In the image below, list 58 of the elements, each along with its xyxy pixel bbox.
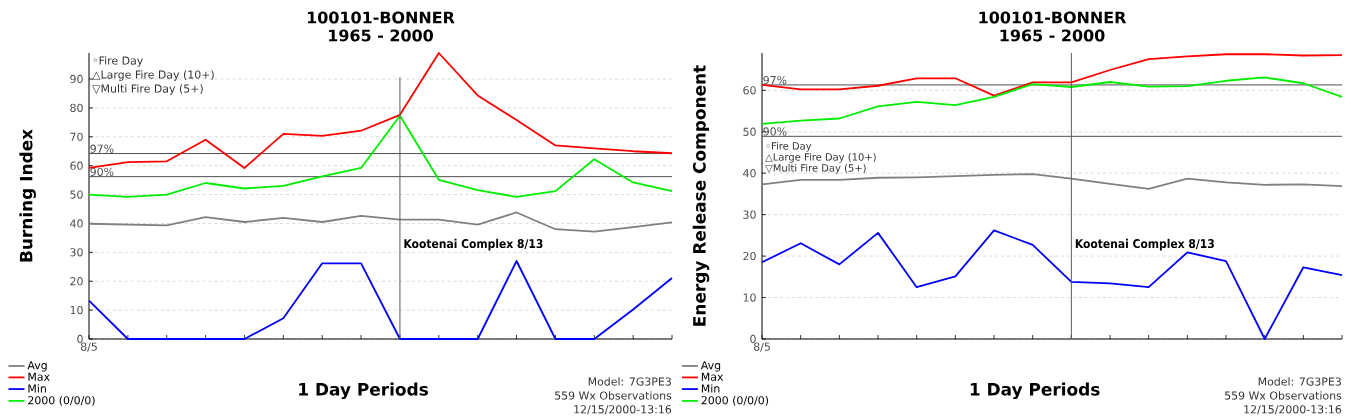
legend-label: 2000 (0/0/0) <box>701 395 769 406</box>
chart-subtitle: 1965 - 2000 <box>329 29 433 42</box>
y-tick-label: 60 <box>70 161 83 170</box>
line-series <box>761 53 1343 97</box>
legend-label: Max <box>28 372 50 381</box>
annotation: 90% <box>763 127 787 136</box>
y-tick-label: 50 <box>743 127 756 136</box>
y-tick-label: 0 <box>77 334 83 344</box>
x-axis-title: 1 Day Periods <box>970 382 1100 400</box>
text: 12/15/2000-13:16 <box>574 405 672 415</box>
line-series <box>761 173 1343 190</box>
chart-title: 100101-BONNER <box>307 11 455 24</box>
legend-label: Max <box>701 372 724 381</box>
x-tick-label: 8/5 <box>753 342 770 352</box>
text: 12/15/2000-13:16 <box>1244 405 1342 415</box>
annotation: 90% <box>90 167 114 176</box>
y-tick-label: 50 <box>70 190 83 199</box>
text: 559 Wx Observations <box>555 391 672 400</box>
annotation: ◦Fire Day <box>93 56 143 67</box>
line-series <box>88 52 673 169</box>
legend-label: Avg <box>27 361 47 372</box>
y-tick-label: 30 <box>70 248 83 257</box>
line-series <box>88 114 673 198</box>
annotation: ▽Multi Fire Day (5+) <box>765 163 866 174</box>
x-tick-label: 8/5 <box>80 342 97 352</box>
annotation: ▽Multi Fire Day (5+) <box>92 84 203 95</box>
annotation: Kootenai Complex 8/13 <box>404 238 543 251</box>
annotation: ◦Fire Day <box>766 141 812 152</box>
legend-label: Avg <box>700 361 721 372</box>
y-tick-label: 40 <box>70 219 83 228</box>
y-tick-label: 60 <box>743 86 756 95</box>
y-axis-title: Burning Index <box>19 129 36 262</box>
y-tick-label: 30 <box>743 210 756 219</box>
annotation: 97% <box>90 144 114 153</box>
annotation: Kootenai Complex 8/13 <box>1075 238 1214 251</box>
chart-title: 100101-BONNER <box>979 11 1127 24</box>
x-axis-title: 1 Day Periods <box>299 382 428 400</box>
y-tick-label: 0 <box>750 334 756 344</box>
text: Model: 7G3PE3 <box>588 377 671 386</box>
annotation: 97% <box>763 75 787 85</box>
line-series <box>761 76 1343 125</box>
y-tick-label: 20 <box>743 251 756 261</box>
y-tick-label: 90 <box>70 74 83 84</box>
y-tick-label: 70 <box>70 132 83 141</box>
y-tick-label: 20 <box>70 277 83 286</box>
y-tick-label: 80 <box>70 103 83 113</box>
annotation: △Large Fire Day (10+) <box>92 70 214 81</box>
text: Model: 7G3PE3 <box>1258 377 1341 386</box>
legend-label: Min <box>28 384 46 393</box>
legend-label: 2000 (0/0/0) <box>28 395 95 406</box>
text: 559 Wx Observations <box>1225 391 1342 400</box>
y-tick-label: 10 <box>743 293 756 302</box>
y-tick-label: 10 <box>70 305 83 315</box>
annotation: △Large Fire Day (10+) <box>765 152 876 163</box>
chart-subtitle: 1965 - 2000 <box>1000 29 1105 42</box>
y-tick-label: 40 <box>743 169 756 178</box>
legend-label: Min <box>701 384 720 393</box>
y-axis-title: Energy Release Component <box>692 65 710 326</box>
